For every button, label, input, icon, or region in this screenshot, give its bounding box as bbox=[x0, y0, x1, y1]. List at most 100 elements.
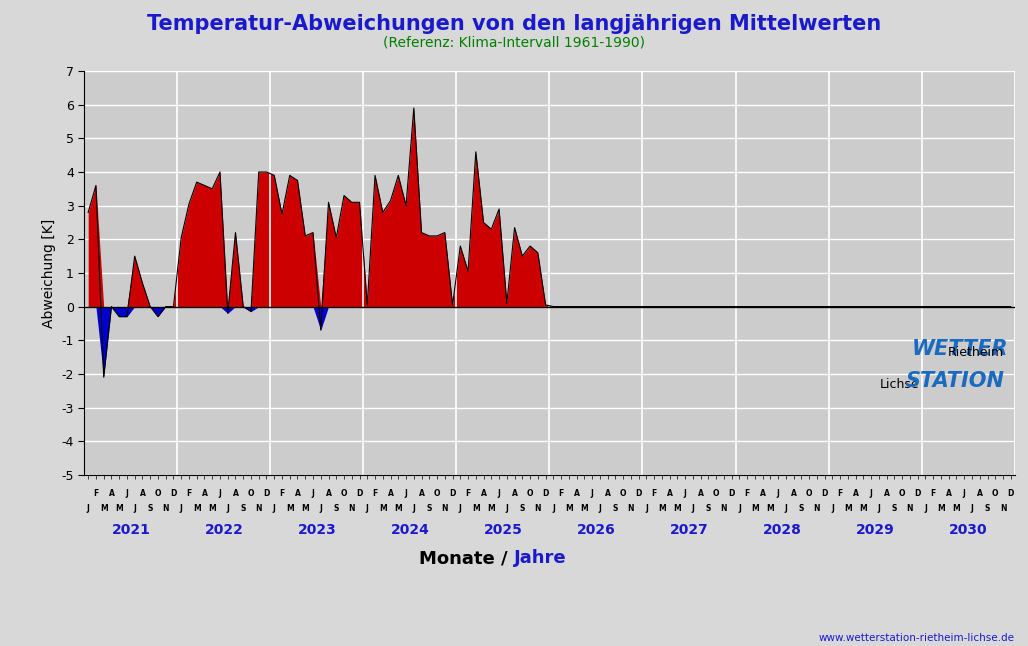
Text: S: S bbox=[427, 504, 432, 513]
Text: A: A bbox=[604, 489, 611, 498]
Text: N: N bbox=[535, 504, 541, 513]
Text: 2025: 2025 bbox=[483, 523, 522, 537]
Text: J: J bbox=[311, 489, 315, 498]
Text: J: J bbox=[684, 489, 687, 498]
Text: (Referenz: Klima-Intervall 1961-1990): (Referenz: Klima-Intervall 1961-1990) bbox=[383, 36, 645, 50]
Text: Lichse: Lichse bbox=[879, 378, 919, 391]
Text: J: J bbox=[180, 504, 183, 513]
Text: Rietheim: Rietheim bbox=[948, 346, 1004, 359]
Text: J: J bbox=[963, 489, 965, 498]
Text: O: O bbox=[992, 489, 998, 498]
Text: M: M bbox=[100, 504, 108, 513]
Text: O: O bbox=[154, 489, 161, 498]
Text: J: J bbox=[226, 504, 229, 513]
Text: J: J bbox=[970, 504, 974, 513]
Text: A: A bbox=[884, 489, 889, 498]
Text: S: S bbox=[333, 504, 339, 513]
Text: S: S bbox=[891, 504, 897, 513]
Text: J: J bbox=[645, 504, 648, 513]
Text: J: J bbox=[598, 504, 601, 513]
Text: M: M bbox=[565, 504, 573, 513]
Text: S: S bbox=[241, 504, 246, 513]
Text: O: O bbox=[340, 489, 347, 498]
Text: O: O bbox=[712, 489, 720, 498]
Text: J: J bbox=[924, 504, 927, 513]
Text: J: J bbox=[591, 489, 593, 498]
Text: N: N bbox=[907, 504, 913, 513]
Text: A: A bbox=[481, 489, 486, 498]
Text: J: J bbox=[878, 504, 880, 513]
Text: A: A bbox=[109, 489, 114, 498]
Text: A: A bbox=[326, 489, 331, 498]
Text: S: S bbox=[705, 504, 711, 513]
Text: WETTER: WETTER bbox=[912, 339, 1008, 359]
Text: A: A bbox=[574, 489, 580, 498]
Text: M: M bbox=[472, 504, 480, 513]
Text: M: M bbox=[487, 504, 495, 513]
Text: S: S bbox=[519, 504, 525, 513]
Text: D: D bbox=[263, 489, 269, 498]
Text: D: D bbox=[821, 489, 828, 498]
Text: A: A bbox=[295, 489, 300, 498]
Text: N: N bbox=[814, 504, 820, 513]
Text: M: M bbox=[286, 504, 294, 513]
Text: M: M bbox=[115, 504, 123, 513]
Text: A: A bbox=[232, 489, 238, 498]
Text: M: M bbox=[844, 504, 852, 513]
Text: M: M bbox=[581, 504, 588, 513]
Text: O: O bbox=[526, 489, 534, 498]
Text: N: N bbox=[1000, 504, 1006, 513]
Text: A: A bbox=[853, 489, 858, 498]
Text: N: N bbox=[721, 504, 727, 513]
Text: M: M bbox=[938, 504, 945, 513]
Text: N: N bbox=[256, 504, 262, 513]
Text: M: M bbox=[395, 504, 402, 513]
Text: A: A bbox=[698, 489, 703, 498]
Text: D: D bbox=[635, 489, 641, 498]
Text: J: J bbox=[320, 504, 322, 513]
Text: J: J bbox=[777, 489, 779, 498]
Text: J: J bbox=[552, 504, 555, 513]
Text: A: A bbox=[977, 489, 983, 498]
Text: J: J bbox=[831, 504, 834, 513]
Text: A: A bbox=[388, 489, 394, 498]
Text: D: D bbox=[729, 489, 735, 498]
Text: M: M bbox=[859, 504, 868, 513]
Text: N: N bbox=[628, 504, 634, 513]
Text: J: J bbox=[784, 504, 787, 513]
Text: F: F bbox=[558, 489, 563, 498]
Text: J: J bbox=[219, 489, 221, 498]
Text: M: M bbox=[301, 504, 309, 513]
Text: F: F bbox=[186, 489, 191, 498]
Text: J: J bbox=[692, 504, 694, 513]
Text: S: S bbox=[147, 504, 153, 513]
Text: D: D bbox=[543, 489, 549, 498]
Text: A: A bbox=[140, 489, 145, 498]
Text: J: J bbox=[86, 504, 89, 513]
Text: J: J bbox=[498, 489, 501, 498]
Text: J: J bbox=[458, 504, 462, 513]
Text: www.wetterstation-rietheim-lichse.de: www.wetterstation-rietheim-lichse.de bbox=[818, 633, 1015, 643]
Text: F: F bbox=[466, 489, 471, 498]
Text: J: J bbox=[366, 504, 369, 513]
Text: F: F bbox=[838, 489, 843, 498]
Text: Temperatur-Abweichungen von den langjährigen Mittelwerten: Temperatur-Abweichungen von den langjähr… bbox=[147, 14, 881, 34]
Text: J: J bbox=[738, 504, 741, 513]
Text: A: A bbox=[760, 489, 766, 498]
Text: N: N bbox=[348, 504, 355, 513]
Text: M: M bbox=[379, 504, 387, 513]
Text: N: N bbox=[442, 504, 448, 513]
Text: F: F bbox=[280, 489, 285, 498]
Text: F: F bbox=[744, 489, 749, 498]
Y-axis label: Abweichung [K]: Abweichung [K] bbox=[42, 218, 56, 328]
Text: N: N bbox=[162, 504, 169, 513]
Text: J: J bbox=[134, 504, 136, 513]
Text: 2027: 2027 bbox=[669, 523, 708, 537]
Text: J: J bbox=[125, 489, 128, 498]
Text: J: J bbox=[870, 489, 873, 498]
Text: F: F bbox=[94, 489, 99, 498]
Text: A: A bbox=[946, 489, 952, 498]
Text: A: A bbox=[201, 489, 208, 498]
Text: Monate /: Monate / bbox=[419, 549, 514, 567]
Text: O: O bbox=[620, 489, 626, 498]
